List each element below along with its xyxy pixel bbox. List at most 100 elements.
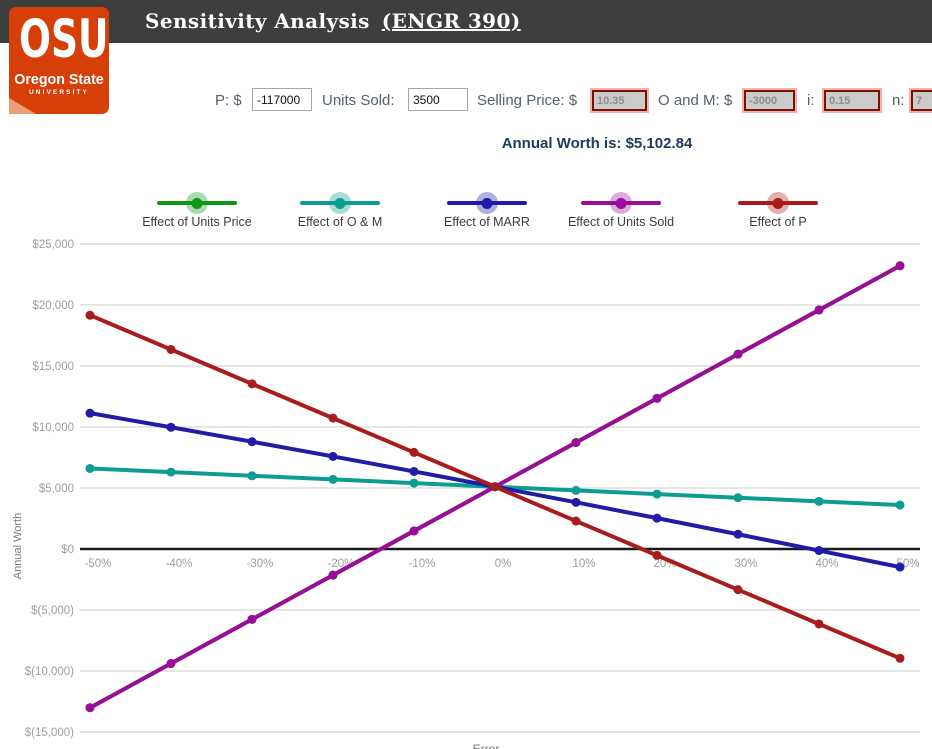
data-point [328,413,338,423]
legend-item-2: Effect of MARR [412,191,562,229]
data-point [166,659,176,669]
legend-marker-icon [122,191,272,214]
data-point [490,482,500,492]
p-input[interactable] [252,88,312,111]
data-point [814,305,824,315]
units-sold-label: Units Sold: [322,92,395,109]
legend-marker-icon [412,191,562,214]
data-point [166,345,176,355]
course-link[interactable]: (ENGR 390) [381,9,521,33]
data-point [652,489,662,499]
data-point [247,614,257,624]
logo-fold-corner [9,98,36,114]
legend-marker-icon [703,191,853,214]
legend-item-0: Effect of Units Price [122,191,272,229]
o-and-m-label: O and M: $ [658,92,733,109]
legend-label: Effect of MARR [444,215,530,229]
selling-price-input [592,90,647,111]
y-tick-label: $15,000 [32,361,74,373]
i-input [824,90,880,111]
data-point [733,585,743,595]
data-point [247,471,257,481]
data-point [85,310,95,320]
data-point [409,447,419,457]
legend-label: Effect of O & M [297,215,383,229]
selling-price-label: Selling Price: $ [477,92,578,109]
x-tick-label: -50% [85,558,112,570]
p-label: P: $ [215,92,242,109]
data-point [652,513,662,523]
n-input [911,90,932,111]
data-point [247,379,257,389]
data-point [571,438,581,448]
data-point [652,550,662,560]
y-axis-title: Annual Worth [12,513,24,579]
data-point [166,467,176,477]
y-tick-label: $10,000 [32,422,74,434]
data-point [652,393,662,403]
x-tick-label: -10% [409,558,436,570]
i-label: i: [807,92,815,109]
data-point [895,562,905,572]
n-label: n: [892,92,905,109]
sensitivity-chart: $25,000 $20,000 $15,000 $10,000 $5,000 $0 $(5,… [12,239,920,749]
x-tick-label: 10% [572,558,595,570]
x-axis-title: Error [473,742,500,749]
data-point [895,261,905,271]
data-point [895,653,905,663]
data-point [733,529,743,539]
legend-item-4: Effect of P [703,191,853,229]
annual-worth-result: Annual Worth is: $5,102.84 [501,135,693,152]
legend-marker-icon [265,191,415,214]
data-point [814,619,824,629]
data-point [328,474,338,484]
data-point [571,497,581,507]
y-tick-label: $20,000 [32,300,74,312]
page-title: Sensitivity Analysis (ENGR 390) [145,9,521,33]
data-point [166,422,176,432]
data-point [409,526,419,536]
osu-logo-subname: UNIVERSITY [28,89,89,96]
data-point [895,500,905,510]
page-title-text: Sensitivity Analysis [145,9,370,33]
data-point [85,408,95,418]
legend-item-1: Effect of O & M [265,191,415,229]
data-point [409,478,419,488]
x-tick-label: 0% [495,558,512,570]
legend-label: Effect of Units Price [142,215,252,229]
y-tick-label: $25,000 [32,239,74,251]
top-bar [0,0,932,43]
osu-logo: OSU Oregon State UNIVERSITY [9,7,109,114]
data-point [409,466,419,476]
data-point [85,703,95,713]
x-tick-label: 30% [734,558,757,570]
chart-legend: Effect of Units Price Effect of O & M Effe… [0,191,932,229]
x-tick-label: -40% [166,558,193,570]
y-tick-label: $(5,000) [31,605,74,617]
y-tick-label: $(10,000) [25,666,74,678]
data-point [85,463,95,473]
data-point [571,516,581,526]
data-point [571,485,581,495]
data-point [814,496,824,506]
y-tick-label: $0 [61,544,74,556]
legend-label: Effect of Units Sold [567,215,675,229]
legend-marker-icon [546,191,696,214]
data-point [733,349,743,359]
data-point [814,546,824,556]
o-and-m-input [744,90,795,111]
y-tick-label: $5,000 [39,483,74,495]
units-sold-input[interactable] [408,88,468,111]
osu-logo-name: Oregon State [14,71,104,88]
data-point [328,570,338,580]
x-tick-label: 40% [815,558,838,570]
y-tick-label: $(15,000) [25,727,74,739]
data-point [733,493,743,503]
x-tick-label: -30% [247,558,274,570]
legend-item-3: Effect of Units Sold [546,191,696,229]
data-point [247,437,257,447]
data-point [328,451,338,461]
legend-label: Effect of P [749,215,807,229]
osu-logo-acronym: OSU [19,8,109,71]
